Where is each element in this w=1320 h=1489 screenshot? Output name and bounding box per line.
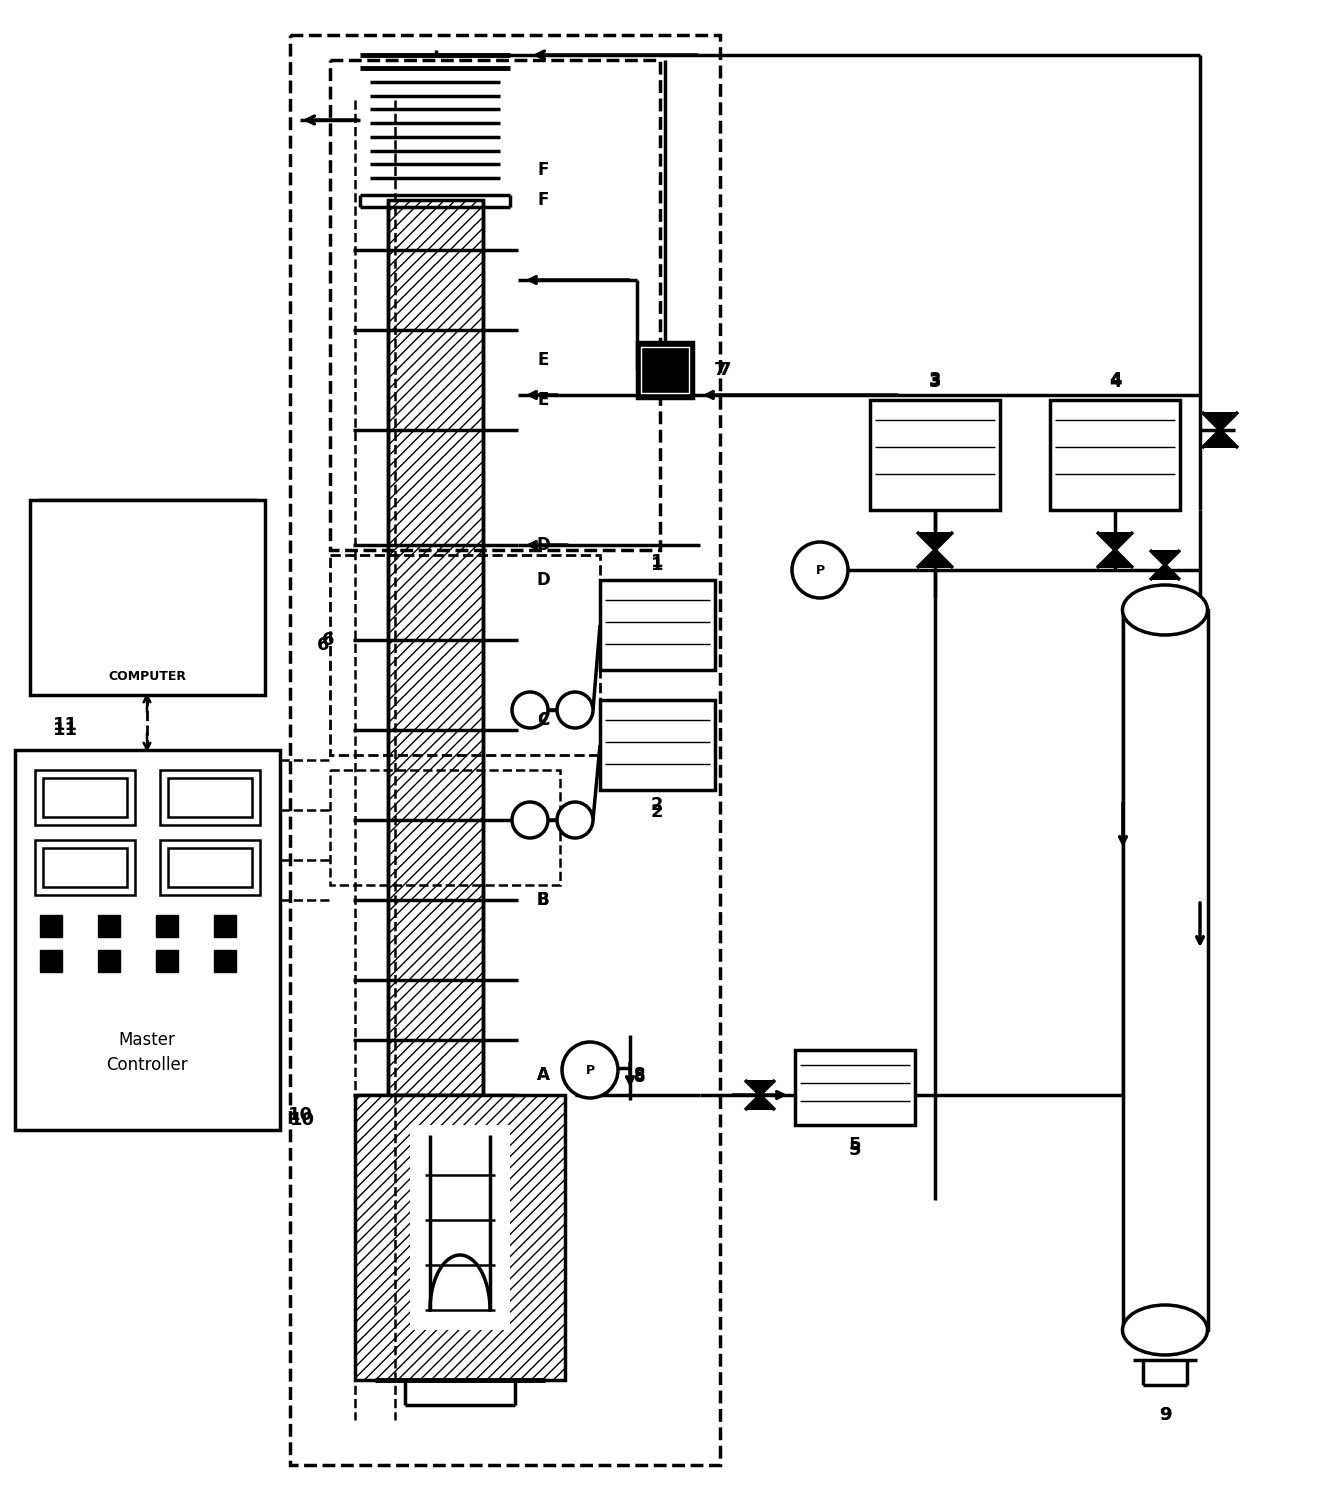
Bar: [601, 700, 715, 791]
Text: Controller: Controller: [106, 1056, 187, 1074]
Text: A: A: [536, 1066, 549, 1084]
Text: 11: 11: [53, 716, 78, 734]
Text: F: F: [537, 191, 549, 208]
Text: 7: 7: [714, 360, 726, 380]
Bar: [40, 950, 62, 972]
Text: P: P: [586, 1063, 594, 1077]
Text: 3: 3: [929, 371, 941, 389]
Bar: [98, 950, 120, 972]
Bar: [1049, 401, 1180, 511]
Text: D: D: [536, 536, 550, 554]
Bar: [44, 849, 127, 887]
Polygon shape: [1203, 430, 1238, 448]
Bar: [214, 916, 236, 937]
Bar: [411, 1126, 510, 1330]
Polygon shape: [917, 532, 953, 549]
Text: 2: 2: [651, 797, 663, 814]
Bar: [36, 840, 135, 895]
Bar: [642, 347, 689, 393]
Text: 9: 9: [1159, 1406, 1171, 1423]
Text: D: D: [536, 570, 550, 590]
Bar: [330, 770, 560, 884]
Circle shape: [512, 803, 548, 838]
Polygon shape: [1150, 549, 1180, 564]
Text: 5: 5: [849, 1136, 861, 1154]
Bar: [638, 342, 693, 398]
Polygon shape: [1203, 412, 1238, 430]
Bar: [290, 36, 719, 1465]
Bar: [160, 770, 260, 825]
Bar: [55, 512, 240, 616]
Text: 6: 6: [322, 631, 334, 649]
Text: 1: 1: [651, 552, 663, 570]
Circle shape: [792, 542, 847, 599]
Bar: [160, 840, 260, 895]
Circle shape: [557, 803, 593, 838]
Text: 4: 4: [1109, 374, 1121, 392]
Text: 6: 6: [317, 636, 329, 654]
Text: E: E: [537, 351, 549, 369]
Bar: [168, 777, 252, 817]
Text: 10: 10: [288, 1106, 313, 1124]
Polygon shape: [917, 549, 953, 567]
Text: F: F: [537, 161, 549, 179]
Text: 1: 1: [651, 555, 663, 573]
Bar: [36, 770, 135, 825]
Bar: [330, 60, 660, 549]
Text: 8: 8: [634, 1066, 645, 1084]
Bar: [15, 750, 280, 1130]
Ellipse shape: [1122, 585, 1208, 634]
Bar: [40, 916, 62, 937]
Text: 10: 10: [289, 1111, 314, 1129]
Bar: [355, 1094, 565, 1380]
Bar: [156, 950, 178, 972]
Text: E: E: [537, 392, 549, 409]
Bar: [30, 500, 265, 695]
Polygon shape: [1097, 549, 1133, 567]
Bar: [1123, 610, 1208, 1330]
Bar: [795, 1050, 915, 1126]
Text: Master: Master: [119, 1030, 176, 1048]
Text: 5: 5: [849, 1141, 861, 1158]
Circle shape: [512, 692, 548, 728]
Text: 4: 4: [1109, 371, 1121, 389]
Bar: [44, 777, 127, 817]
Bar: [601, 581, 715, 670]
Text: 2: 2: [651, 803, 663, 820]
Text: B: B: [537, 890, 549, 908]
Text: C: C: [537, 712, 549, 730]
Text: 3: 3: [929, 374, 941, 392]
Polygon shape: [1097, 532, 1133, 549]
Circle shape: [557, 692, 593, 728]
Text: B: B: [537, 890, 549, 908]
Text: 9: 9: [1159, 1406, 1171, 1423]
Bar: [330, 555, 601, 755]
Polygon shape: [744, 1094, 775, 1109]
Polygon shape: [744, 1080, 775, 1094]
Circle shape: [562, 1042, 618, 1097]
Bar: [168, 849, 252, 887]
Text: A: A: [536, 1066, 549, 1084]
Bar: [388, 200, 483, 1094]
Text: 11: 11: [53, 721, 78, 739]
Bar: [40, 500, 255, 634]
Text: 8: 8: [634, 1068, 645, 1085]
Text: 7: 7: [719, 360, 731, 380]
Text: COMPUTER: COMPUTER: [108, 670, 186, 683]
Ellipse shape: [1122, 1304, 1208, 1355]
Bar: [870, 401, 1001, 511]
Text: P: P: [816, 563, 825, 576]
Bar: [156, 916, 178, 937]
Polygon shape: [1150, 564, 1180, 581]
Bar: [214, 950, 236, 972]
Bar: [98, 916, 120, 937]
Text: C: C: [537, 712, 549, 730]
